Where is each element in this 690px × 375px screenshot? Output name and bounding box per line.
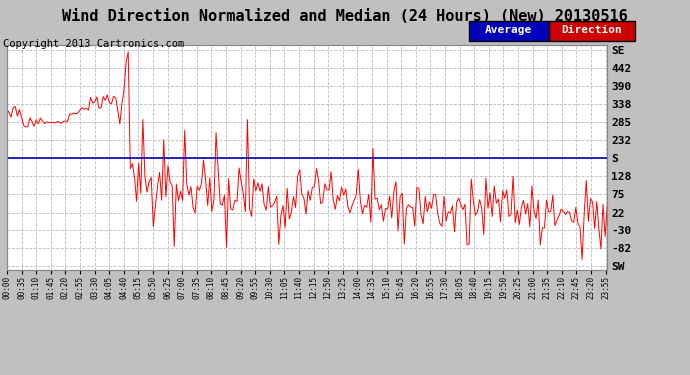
Text: Direction: Direction — [561, 25, 622, 35]
Text: Copyright 2013 Cartronics.com: Copyright 2013 Cartronics.com — [3, 39, 185, 50]
Text: Average: Average — [485, 25, 533, 35]
Text: Wind Direction Normalized and Median (24 Hours) (New) 20130516: Wind Direction Normalized and Median (24… — [62, 9, 628, 24]
